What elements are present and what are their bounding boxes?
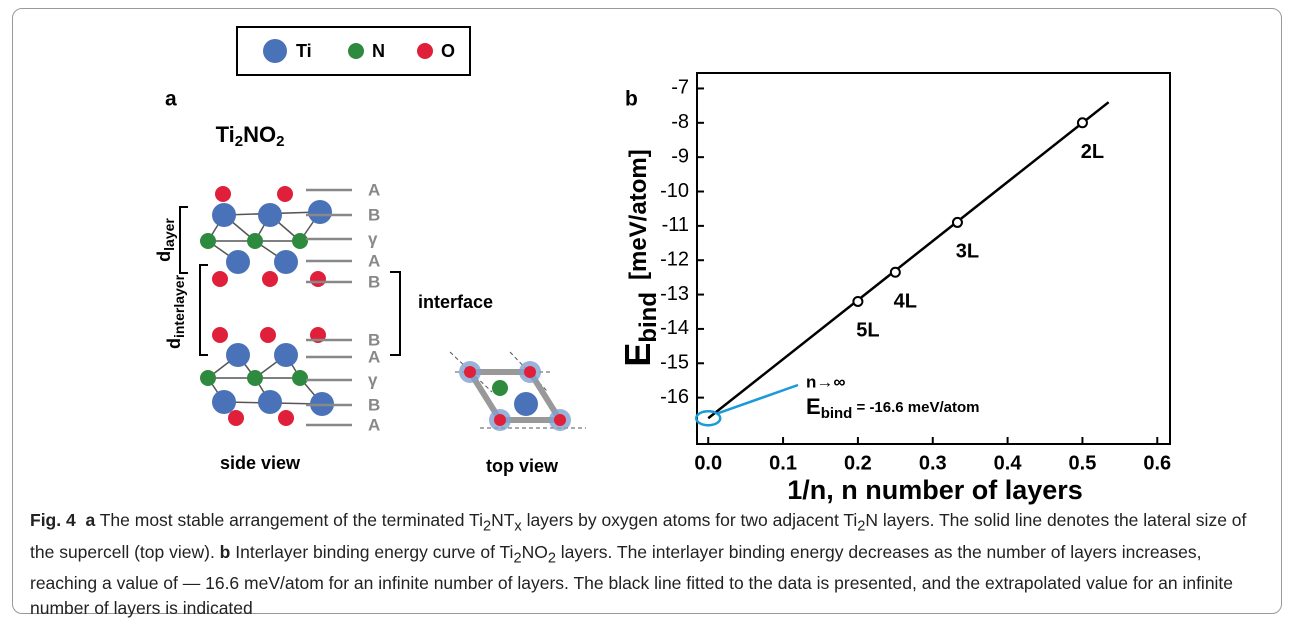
caption: Fig. 4 a The most stable arrangement of …: [30, 508, 1265, 621]
point-label: 2L: [1081, 141, 1104, 163]
annotation-part: bind: [821, 405, 853, 422]
data-point: [891, 268, 900, 277]
d-layer-bracket: [180, 207, 188, 273]
caption-sub: 2: [548, 550, 556, 566]
page: {"legend": {"items": ["Ti", "N", "O"]}, …: [0, 0, 1296, 628]
x-tick-label: 0.1: [769, 452, 797, 474]
fit-line: [708, 102, 1108, 418]
legend-n: [348, 43, 364, 59]
side-view-label: side view: [220, 453, 301, 473]
panel-title: Ti2NO2: [216, 122, 285, 150]
y-tick-label: -8: [671, 111, 689, 133]
side-view-structure: [200, 186, 334, 426]
panel-letter: a: [165, 88, 177, 111]
legend-label: Ti: [296, 41, 312, 61]
top-view-structure: [450, 352, 586, 431]
caption-text: layers by oxygen atoms for two adjacent …: [522, 510, 858, 530]
caption-figure: Fig. 4: [30, 510, 76, 530]
caption-text: The most stable arrangement of the termi…: [95, 510, 483, 530]
layer-label: A: [368, 347, 380, 366]
y-axis-label: Ebind[meV/atom]: [617, 149, 663, 366]
y-tick-label: -11: [662, 214, 689, 236]
layer-label: B: [368, 395, 380, 414]
x-tick-label: 0.6: [1143, 452, 1171, 474]
y-tick-label: -14: [660, 317, 689, 339]
layer-label: A: [368, 415, 380, 434]
x-tick-label: 0.2: [844, 452, 872, 474]
y-tick-label: -13: [660, 283, 689, 305]
legend-label: N: [372, 41, 385, 61]
caption-sub: 2: [513, 550, 521, 566]
y-tick-label: -10: [660, 180, 689, 202]
y-tick-label: -7: [671, 77, 689, 99]
caption-text: Interlayer binding energy curve of Ti: [230, 542, 513, 562]
y-tick-label: -9: [671, 145, 689, 167]
layer-label: A: [368, 251, 380, 270]
panel-letter: b: [625, 88, 638, 111]
d-interlayer-bracket: [200, 265, 208, 355]
interface-label: interface: [418, 292, 493, 312]
x-tick-label: 0.0: [694, 452, 722, 474]
annotation-limit: n→∞: [806, 372, 846, 391]
plot-frame: [697, 73, 1170, 444]
caption-sub: 2: [483, 519, 491, 535]
layer-label: B: [368, 205, 380, 224]
layer-label: A: [368, 180, 380, 199]
point-label: 5L: [856, 320, 879, 342]
x-axis-label: 1/n, n number of layers: [787, 475, 1083, 505]
y-tick-label: -16: [660, 386, 689, 408]
x-tick-label: 0.4: [994, 452, 1023, 474]
y-tick-label: -15: [660, 352, 689, 374]
data-point: [1078, 118, 1087, 127]
d-layer-label: dlayer: [154, 218, 177, 262]
point-label: 3L: [956, 241, 979, 263]
point-label: 4L: [894, 291, 917, 313]
annotation-part: E: [806, 394, 821, 419]
caption-letter: a: [85, 510, 95, 530]
layer-label: γ: [368, 370, 378, 389]
legend-ti: [263, 39, 287, 63]
caption-sub: x: [514, 519, 521, 535]
legend-label: O: [441, 41, 455, 61]
legend-o: [417, 43, 433, 59]
top-view-label: top view: [486, 456, 559, 476]
annotation-part: = -16.6 meV/atom: [852, 399, 979, 416]
y-tick-label: -12: [660, 248, 689, 270]
layer-label: B: [368, 272, 380, 291]
annotation-pointer: [718, 385, 798, 413]
caption-letter: b: [220, 542, 231, 562]
caption-text: NO: [522, 542, 548, 562]
annotation-value: Ebind = -16.6 meV/atom: [806, 394, 980, 422]
caption-text: NT: [491, 510, 514, 530]
x-tick-label: 0.3: [919, 452, 947, 474]
interface-bracket: [390, 272, 400, 355]
x-tick-label: 0.5: [1069, 452, 1097, 474]
data-point: [953, 218, 962, 227]
d-interlayer-label: dinterlayer: [164, 274, 187, 349]
data-point: [853, 297, 862, 306]
layer-label: γ: [368, 229, 378, 248]
